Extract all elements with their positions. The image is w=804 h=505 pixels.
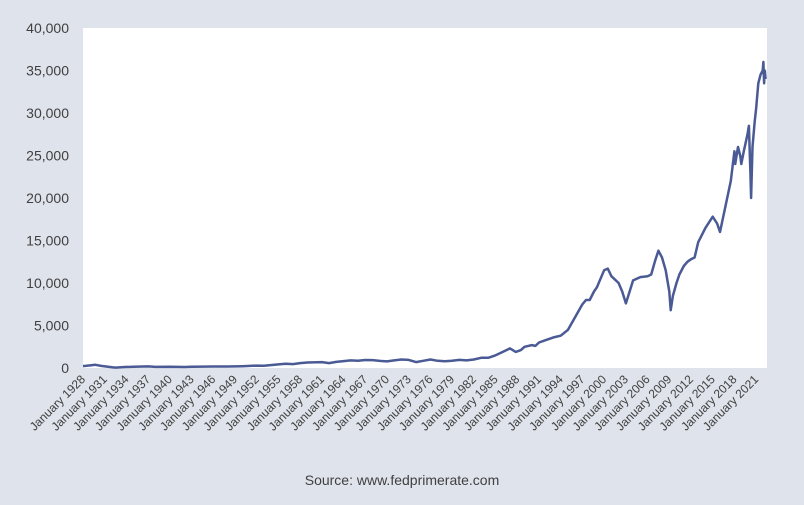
source-note: Source: www.fedprimerate.com xyxy=(304,472,500,488)
series-line xyxy=(82,60,767,369)
y-tick-label: 20,000 xyxy=(26,190,69,206)
y-tick-label: 35,000 xyxy=(26,63,69,79)
y-tick-label: 15,000 xyxy=(26,233,69,249)
series-layer xyxy=(82,60,767,369)
plot-area xyxy=(83,28,767,368)
y-tick-label: 5,000 xyxy=(34,318,69,334)
y-tick-label: 30,000 xyxy=(26,105,69,121)
y-tick-label: 25,000 xyxy=(26,148,69,164)
y-tick-label: 10,000 xyxy=(26,275,69,291)
y-axis: 0 5,000 10,000 15,000 20,000 25,000 30,000 35,0… xyxy=(26,20,69,376)
y-tick-label: 40,000 xyxy=(26,20,69,36)
y-tick-label: 0 xyxy=(61,360,69,376)
